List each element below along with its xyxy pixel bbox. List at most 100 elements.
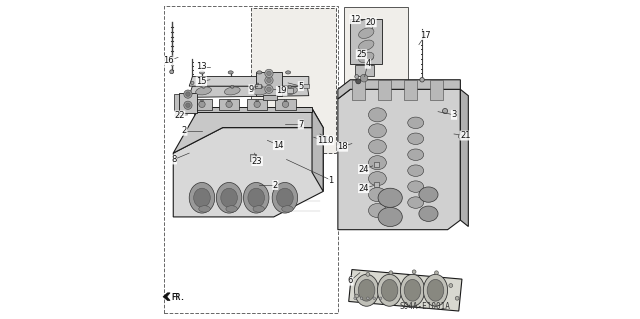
Circle shape bbox=[373, 297, 376, 300]
Circle shape bbox=[355, 294, 358, 298]
Bar bbox=[374, 162, 380, 167]
Polygon shape bbox=[188, 107, 312, 112]
Ellipse shape bbox=[419, 187, 438, 202]
Circle shape bbox=[442, 108, 447, 114]
Polygon shape bbox=[189, 86, 309, 97]
Bar bbox=[164, 6, 337, 313]
Ellipse shape bbox=[196, 105, 203, 109]
Bar bbox=[250, 154, 256, 161]
Polygon shape bbox=[430, 80, 443, 100]
Bar bbox=[303, 84, 309, 88]
Circle shape bbox=[435, 271, 438, 275]
Ellipse shape bbox=[251, 105, 257, 109]
Circle shape bbox=[254, 101, 260, 108]
Circle shape bbox=[420, 78, 424, 82]
Ellipse shape bbox=[355, 274, 379, 306]
Circle shape bbox=[201, 99, 204, 102]
Circle shape bbox=[369, 55, 373, 60]
Bar bbox=[287, 88, 293, 93]
Ellipse shape bbox=[248, 188, 264, 207]
Circle shape bbox=[267, 78, 271, 83]
Text: 18: 18 bbox=[337, 142, 348, 151]
Text: 24: 24 bbox=[358, 165, 369, 174]
Circle shape bbox=[412, 270, 416, 274]
Circle shape bbox=[184, 101, 192, 109]
Ellipse shape bbox=[408, 117, 424, 129]
Ellipse shape bbox=[196, 87, 211, 95]
Ellipse shape bbox=[369, 108, 387, 122]
Bar bbox=[344, 7, 408, 96]
Bar bbox=[255, 84, 261, 88]
Text: FR.: FR. bbox=[172, 293, 186, 302]
Text: 20: 20 bbox=[366, 18, 376, 27]
Text: 1: 1 bbox=[328, 176, 334, 185]
Circle shape bbox=[336, 145, 340, 149]
Ellipse shape bbox=[408, 197, 424, 208]
Polygon shape bbox=[219, 99, 239, 110]
Ellipse shape bbox=[369, 204, 387, 218]
Text: 5: 5 bbox=[298, 82, 303, 91]
Circle shape bbox=[257, 83, 259, 85]
Ellipse shape bbox=[226, 206, 237, 212]
Text: 10: 10 bbox=[323, 136, 334, 145]
Polygon shape bbox=[163, 293, 170, 300]
Text: 8: 8 bbox=[172, 155, 177, 164]
Circle shape bbox=[355, 75, 358, 78]
Ellipse shape bbox=[404, 279, 421, 301]
Ellipse shape bbox=[243, 182, 269, 213]
Polygon shape bbox=[275, 99, 296, 110]
Polygon shape bbox=[179, 93, 197, 113]
Circle shape bbox=[267, 71, 271, 76]
Text: 12: 12 bbox=[350, 15, 360, 24]
Circle shape bbox=[458, 135, 462, 138]
Circle shape bbox=[199, 101, 205, 108]
Circle shape bbox=[226, 101, 232, 108]
Bar bbox=[374, 182, 380, 187]
Ellipse shape bbox=[401, 274, 424, 306]
Polygon shape bbox=[174, 94, 180, 111]
Polygon shape bbox=[192, 99, 212, 110]
Ellipse shape bbox=[190, 105, 196, 109]
Ellipse shape bbox=[408, 133, 424, 145]
Polygon shape bbox=[312, 108, 323, 191]
Text: 17: 17 bbox=[420, 31, 431, 40]
Polygon shape bbox=[173, 128, 323, 217]
Ellipse shape bbox=[358, 279, 375, 301]
Text: 2: 2 bbox=[273, 181, 278, 189]
Text: 4: 4 bbox=[365, 59, 371, 68]
Ellipse shape bbox=[358, 52, 374, 63]
Text: 9: 9 bbox=[249, 85, 254, 94]
Polygon shape bbox=[338, 89, 460, 230]
Circle shape bbox=[356, 79, 361, 84]
Ellipse shape bbox=[216, 182, 242, 213]
Circle shape bbox=[265, 69, 273, 78]
Circle shape bbox=[267, 87, 271, 92]
Ellipse shape bbox=[408, 149, 424, 160]
Ellipse shape bbox=[408, 181, 424, 192]
Circle shape bbox=[354, 297, 356, 300]
Ellipse shape bbox=[381, 279, 398, 301]
Polygon shape bbox=[378, 80, 391, 100]
Ellipse shape bbox=[253, 206, 264, 212]
Ellipse shape bbox=[427, 279, 444, 301]
Circle shape bbox=[389, 271, 393, 275]
Circle shape bbox=[170, 70, 173, 74]
Circle shape bbox=[380, 297, 382, 300]
Ellipse shape bbox=[228, 71, 233, 74]
Circle shape bbox=[265, 76, 273, 85]
Circle shape bbox=[197, 89, 200, 93]
Polygon shape bbox=[256, 72, 282, 96]
Polygon shape bbox=[404, 80, 417, 100]
Polygon shape bbox=[189, 77, 309, 86]
Ellipse shape bbox=[200, 71, 205, 74]
Circle shape bbox=[202, 85, 205, 88]
Ellipse shape bbox=[419, 206, 438, 221]
Text: 19: 19 bbox=[276, 86, 287, 95]
Text: 14: 14 bbox=[273, 141, 284, 150]
Text: 21: 21 bbox=[460, 131, 470, 140]
Ellipse shape bbox=[283, 105, 289, 109]
Text: 24: 24 bbox=[358, 184, 369, 193]
Ellipse shape bbox=[253, 87, 269, 95]
Circle shape bbox=[360, 74, 368, 82]
Circle shape bbox=[175, 113, 179, 118]
